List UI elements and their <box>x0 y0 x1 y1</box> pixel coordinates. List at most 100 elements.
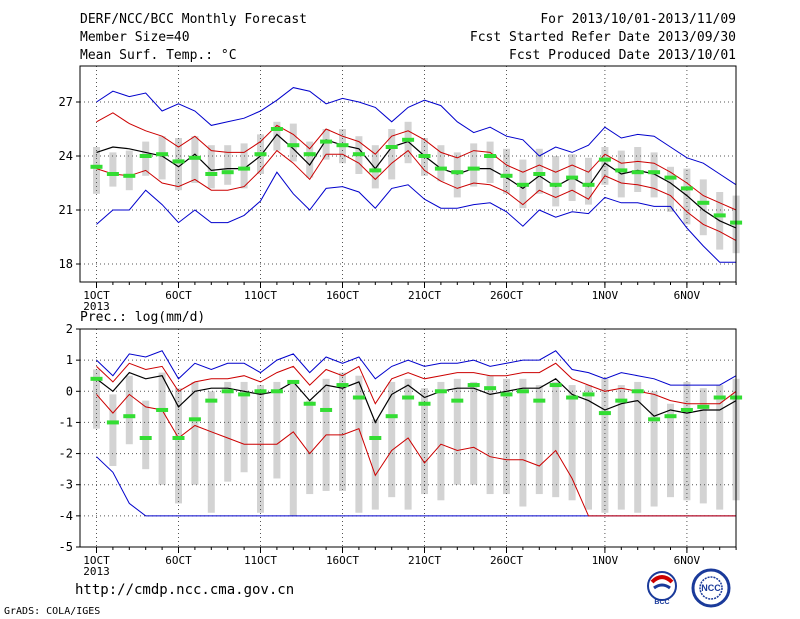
prec-spread-box <box>519 378 527 507</box>
prec-spread-box <box>306 400 314 495</box>
prec-spread-box <box>453 378 461 485</box>
temp-median-marker <box>270 127 283 131</box>
prec-median-marker <box>336 383 349 388</box>
prec-spread-box <box>699 388 707 504</box>
prec-spread-box <box>535 385 543 495</box>
prec-median-marker <box>664 414 677 419</box>
temp-spread-box <box>109 152 117 187</box>
temp-median-marker <box>484 154 497 158</box>
prec-spread-box <box>388 381 396 498</box>
temp-spread-box <box>503 148 510 194</box>
chart-title: DERF/NCC/BCC Monthly Forecast <box>80 12 307 27</box>
prec-spread-box <box>568 385 576 501</box>
prec-median-marker <box>303 401 316 406</box>
temp-xtick-label: 2013 <box>83 300 110 313</box>
temp-median-marker <box>303 152 316 157</box>
prec-median-marker <box>287 379 300 384</box>
prec-median-marker <box>484 386 497 391</box>
prec-spread-box <box>617 385 625 510</box>
prec-spread-box <box>125 375 133 445</box>
prec-median-marker <box>533 398 546 403</box>
temp-spread-box <box>486 141 494 183</box>
prec-spread-box <box>486 375 494 495</box>
temp-median-marker <box>336 143 349 148</box>
temp-median-marker <box>287 143 300 148</box>
temp-median-marker <box>205 172 218 176</box>
temp-xtick-label: 6OCT <box>165 289 192 302</box>
temp-median-marker <box>434 166 447 171</box>
prec-median-marker <box>90 376 103 381</box>
prec-xtick-label: 6OCT <box>165 554 192 567</box>
bcc-logo: BCC <box>642 570 682 606</box>
temp-spread-box <box>388 129 396 180</box>
prec-median-marker <box>598 411 611 416</box>
prec-max-line <box>96 350 737 386</box>
temp-spread-box <box>371 145 379 189</box>
prec-spread-box <box>142 400 150 470</box>
temp-spread-box <box>585 157 592 205</box>
prec-spread-box <box>371 419 379 510</box>
refer-date: Fcst Started Refer Date 2013/09/30 <box>469 30 736 45</box>
temp-lower-line <box>96 149 737 242</box>
prec-median-marker <box>582 392 595 397</box>
prec-spread-box <box>207 391 215 513</box>
temp-spread-box <box>125 150 133 191</box>
temp-median-marker <box>713 213 726 218</box>
prec-spread-box <box>289 381 297 516</box>
prec-spread-box <box>240 381 248 473</box>
prec-median-marker <box>205 398 218 403</box>
footer-url[interactable]: http://cmdp.ncc.cma.gov.cn <box>75 582 295 598</box>
prec-median-marker <box>516 389 529 394</box>
temp-median-marker <box>697 200 710 205</box>
prec-median-marker <box>156 407 169 412</box>
prec-xtick-label: 21OCT <box>408 554 441 567</box>
prec-median-marker <box>188 417 201 422</box>
prec-median-marker <box>270 389 283 394</box>
prec-spread-box <box>585 385 592 510</box>
temp-median-marker <box>369 168 382 173</box>
prec-spread-box <box>257 385 264 513</box>
prec-xtick-label: 26OCT <box>490 554 523 567</box>
temp-min-line <box>96 171 737 263</box>
temp-median-marker <box>631 170 644 175</box>
prec-xtick-label: 1OCT <box>83 554 110 567</box>
prec-median-marker <box>713 395 726 400</box>
temp-median-marker <box>188 155 201 160</box>
prec-median-marker <box>123 414 136 419</box>
temp-median-marker <box>254 152 267 157</box>
temp-spread-box <box>634 147 642 192</box>
prec-ytick-label: -5 <box>59 540 73 554</box>
temp-median-marker <box>533 172 546 176</box>
prec-upper-line <box>96 362 737 405</box>
temp-spread-box <box>175 138 182 191</box>
temp-ytick-label: 21 <box>59 203 73 217</box>
prec-median-marker <box>648 417 661 422</box>
prec-median-marker <box>500 392 513 397</box>
temp-median-marker <box>664 175 677 180</box>
prec-spread-box <box>191 381 199 485</box>
temp-median-marker <box>500 173 513 178</box>
temp-xtick-label: 1OCT <box>83 289 110 302</box>
temp-upper-line <box>96 112 737 211</box>
prec-median-marker <box>238 392 251 397</box>
bcc-logo-icon: BCC <box>647 571 677 606</box>
temp-xtick-label: 16OCT <box>326 289 359 302</box>
precip-label: Prec.: log(mm/d) <box>80 310 206 325</box>
temp-spread-box <box>158 136 166 180</box>
ncc-logo-text: NCC <box>701 583 721 593</box>
temp-median-marker <box>467 166 480 171</box>
temp-spread-box <box>683 168 691 225</box>
prec-median-marker <box>615 398 628 403</box>
prec-median-marker <box>467 383 480 388</box>
produced-date: Fcst Produced Date 2013/10/01 <box>509 48 736 63</box>
prec-median-marker <box>566 395 579 400</box>
temp-median-marker <box>172 159 185 164</box>
temp-xtick-label: 6NOV <box>674 289 701 302</box>
temp-median-marker <box>648 170 661 175</box>
temp-max-line <box>96 87 737 186</box>
prec-ytick-label: 2 <box>66 322 73 336</box>
temp-mean-line <box>96 133 737 229</box>
bcc-logo-text: BCC <box>654 599 669 606</box>
